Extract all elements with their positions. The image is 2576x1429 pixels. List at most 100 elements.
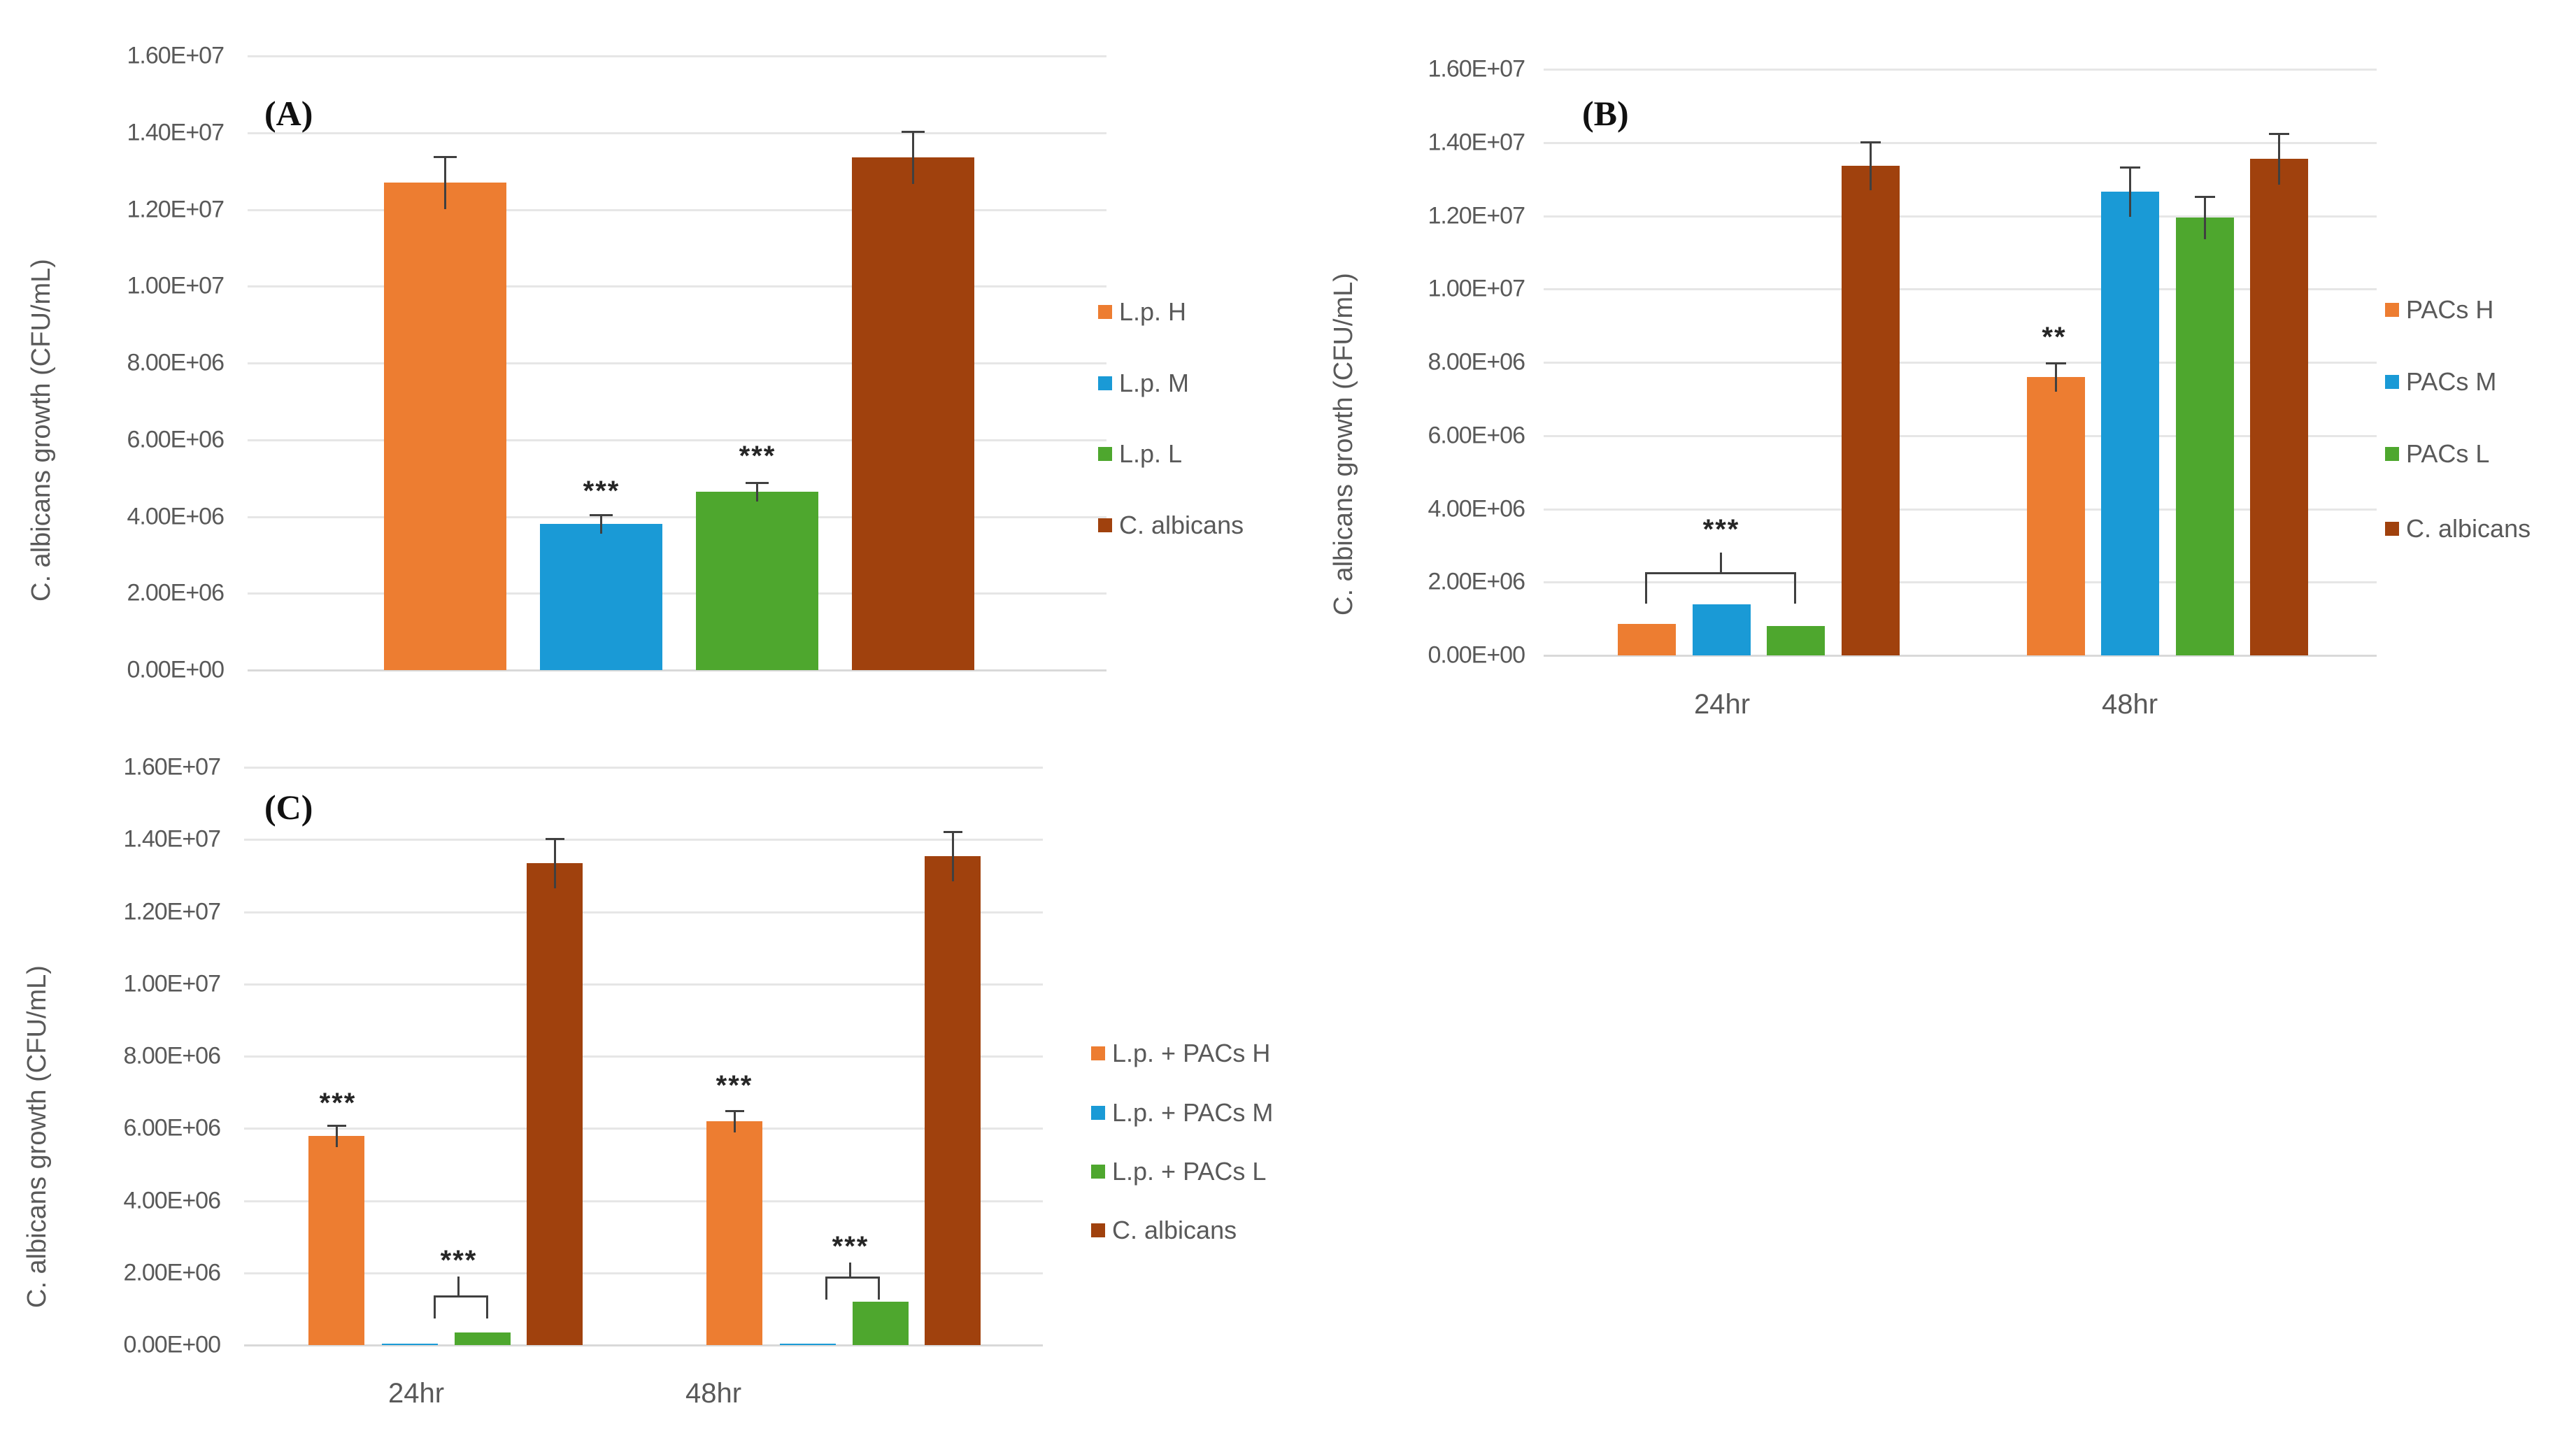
error-bar-cap — [434, 156, 457, 158]
y-tick: 1.40E+07 — [123, 825, 221, 853]
legend-swatch — [1098, 376, 1112, 390]
legend-item: L.p. + PACs L — [1091, 1157, 1266, 1186]
bar-pacs-l-24hr — [1767, 626, 1825, 655]
y-tick: 6.00E+06 — [1428, 422, 1525, 449]
y-tick: 1.60E+07 — [123, 753, 221, 781]
gridline — [248, 285, 1106, 287]
legend-item: PACs M — [2385, 367, 2496, 397]
bar-lp-l — [696, 492, 818, 670]
x-category-label: 48hr — [2101, 689, 2158, 720]
y-axis-label: C. albicans growth (CFU/mL) — [1329, 273, 1358, 616]
error-bar — [2129, 166, 2131, 217]
gridline — [248, 362, 1106, 364]
legend-item: C. albicans — [2385, 514, 2531, 543]
gridline — [1544, 288, 2377, 290]
bar-c-albicans-24hr — [527, 863, 583, 1345]
y-tick: 0.00E+00 — [1428, 641, 1525, 669]
y-tick: 1.40E+07 — [127, 119, 225, 146]
error-bar — [756, 482, 758, 502]
y-axis-label: C. albicans growth (CFU/mL) — [22, 965, 52, 1308]
gridline — [244, 1272, 1043, 1274]
error-bar — [444, 156, 446, 209]
gridline — [248, 592, 1106, 595]
legend-swatch — [1091, 1165, 1105, 1179]
significance-marker: *** — [583, 476, 620, 506]
gridline — [1544, 435, 2377, 437]
legend-item: L.p. L — [1098, 439, 1182, 469]
legend-item: PACs H — [2385, 295, 2493, 325]
significance-marker: *** — [832, 1231, 869, 1262]
gridline — [244, 983, 1043, 986]
gridline — [1544, 142, 2377, 144]
legend-label: L.p. H — [1119, 297, 1187, 326]
legend-label: PACs H — [2406, 295, 2494, 324]
y-axis-label: C. albicans growth (CFU/mL) — [27, 259, 56, 602]
y-tick: 8.00E+06 — [127, 349, 225, 376]
legend-item: L.p. + PACs H — [1091, 1039, 1270, 1068]
gridline — [1544, 581, 2377, 583]
legend-item: C. albicans — [1091, 1216, 1237, 1245]
legend-label: C. albicans — [2406, 514, 2531, 543]
error-bar-cap — [902, 131, 925, 133]
error-bar — [2055, 362, 2057, 392]
x-category-label: 48hr — [685, 1378, 742, 1409]
significance-bracket — [825, 1277, 880, 1300]
x-axis-line — [244, 1344, 1043, 1346]
panel-label: (B) — [1582, 94, 1629, 133]
error-bar — [2278, 133, 2280, 185]
bar-pacs-h-48hr — [2027, 377, 2085, 655]
legend-label: L.p. + PACs H — [1112, 1039, 1271, 1067]
y-tick: 1.60E+07 — [1428, 55, 1525, 83]
gridline — [248, 132, 1106, 134]
legend-swatch — [1091, 1046, 1105, 1060]
y-tick: 2.00E+06 — [123, 1259, 221, 1286]
legend-item: PACs L — [2385, 439, 2489, 469]
bar-lp-pacs-l-48hr — [853, 1302, 909, 1345]
legend-swatch — [2385, 375, 2399, 389]
bar-pacs-h-24hr — [1618, 624, 1676, 655]
bar-lp-pacs-h-24hr — [308, 1136, 364, 1345]
bar-lp-m — [540, 524, 662, 670]
bar-c-albicans-48hr — [2250, 159, 2308, 655]
y-tick: 1.40E+07 — [1428, 129, 1525, 156]
error-bar-cap — [725, 1110, 744, 1112]
y-tick: 8.00E+06 — [123, 1042, 221, 1069]
gridline — [244, 839, 1043, 841]
gridline — [1544, 362, 2377, 364]
y-tick: 1.60E+07 — [127, 42, 225, 69]
y-tick: 6.00E+06 — [127, 426, 225, 453]
panel-label: (C) — [264, 788, 313, 827]
y-tick: 1.20E+07 — [1428, 202, 1525, 229]
error-bar — [2204, 196, 2206, 239]
legend-swatch — [2385, 303, 2399, 317]
significance-bracket — [434, 1295, 488, 1318]
error-bar-cap — [546, 838, 564, 840]
y-tick: 1.00E+07 — [127, 272, 225, 299]
y-tick: 1.00E+07 — [123, 970, 221, 997]
error-bar-cap — [327, 1125, 346, 1127]
panel-label: (A) — [264, 94, 313, 133]
gridline — [248, 439, 1106, 441]
bar-pacs-l-48hr — [2176, 218, 2234, 655]
y-tick: 1.20E+07 — [123, 898, 221, 925]
legend-item: L.p. + PACs M — [1091, 1098, 1273, 1128]
y-tick: 2.00E+06 — [127, 579, 225, 606]
gridline — [1544, 509, 2377, 511]
y-tick: 8.00E+06 — [1428, 348, 1525, 376]
legend-swatch — [2385, 522, 2399, 536]
significance-marker: *** — [716, 1070, 753, 1101]
error-bar-cap — [2046, 362, 2066, 364]
gridline — [248, 209, 1106, 211]
significance-marker: *** — [1702, 514, 1740, 545]
gridline — [248, 55, 1106, 57]
gridline — [244, 1055, 1043, 1058]
gridline — [244, 767, 1043, 769]
bar-c-albicans — [852, 157, 974, 670]
x-axis-line — [248, 669, 1106, 671]
legend-swatch — [1098, 447, 1112, 461]
bar-lp-pacs-h-48hr — [706, 1121, 762, 1345]
error-bar — [336, 1125, 338, 1147]
error-bar-cap — [2195, 196, 2215, 198]
bar-c-albicans-48hr — [925, 856, 981, 1345]
significance-bracket-stem — [849, 1263, 851, 1278]
